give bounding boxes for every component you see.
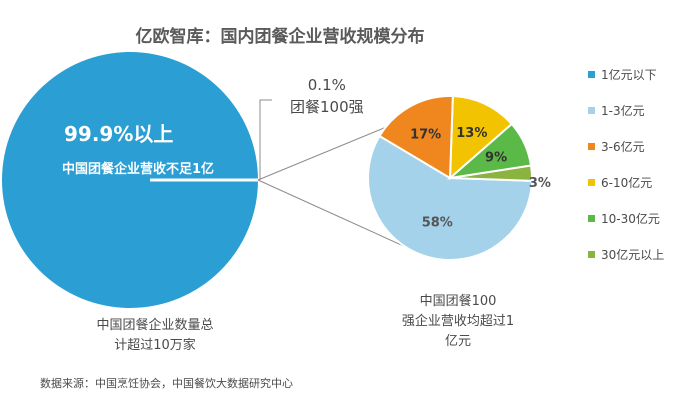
left-caption-line1: 中国团餐企业数量总 — [96, 318, 214, 333]
legend-item: 30亿元以上 — [588, 246, 664, 262]
legend-label: 10-30亿元 — [601, 211, 660, 226]
legend-swatch — [588, 178, 595, 186]
left-caption-line2: 计超过10万家 — [114, 338, 196, 353]
data-label-1-3亿元: 58% — [422, 215, 453, 230]
legend-item: 6-10亿元 — [588, 174, 664, 190]
right-caption-line1: 中国团餐100 — [419, 294, 497, 309]
data-label-6-10亿元: 13% — [456, 126, 487, 141]
data-label-3-6亿元: 17% — [410, 127, 441, 142]
legend-label: 3-6亿元 — [601, 139, 645, 154]
legend-label: 6-10亿元 — [601, 175, 653, 190]
legend-item: 10-30亿元 — [588, 210, 664, 226]
pie-slice-3-6亿元 — [378, 95, 454, 180]
big-pie-percent-label: 99.9%以上 — [64, 122, 174, 146]
top100-share-label: 团餐100强 — [290, 98, 364, 116]
chart-title: 亿欧智库：国内团餐企业营收规模分布 — [135, 27, 425, 47]
pie-slice-6-10亿元 — [448, 95, 514, 181]
right-caption-line3: 亿元 — [444, 334, 471, 349]
right-caption: 中国团餐100 强企业营收均超过1 亿元 — [383, 292, 533, 352]
legend-item: 1-3亿元 — [588, 102, 664, 118]
big-pie-description: 中国团餐企业营收不足1亿 — [62, 162, 215, 177]
data-source-note: 数据来源：中国烹饪协会，中国餐饮大数据研究中心 — [40, 377, 293, 390]
small-slice-bracket — [259, 99, 272, 180]
legend-swatch — [588, 106, 595, 114]
legend-item: 1亿元以下 — [588, 66, 664, 82]
legend-label: 1亿元以下 — [601, 67, 657, 82]
legend-item: 3-6亿元 — [588, 138, 664, 154]
right-caption-line2: 强企业营收均超过1 — [401, 314, 515, 329]
small-pie: 58% 3% 9% 13% 17% — [367, 95, 551, 261]
data-label-30亿元以上: 3% — [529, 176, 551, 191]
legend-swatch — [588, 214, 595, 222]
data-label-10-30亿元: 9% — [485, 151, 507, 166]
top100-share-percent: 0.1% — [307, 76, 346, 94]
legend-swatch — [588, 142, 595, 150]
legend-label: 30亿元以上 — [601, 247, 665, 262]
legend: 1亿元以下 1-3亿元 3-6亿元 6-10亿元 10-30亿元 30亿元以上 — [588, 66, 664, 282]
left-caption: 中国团餐企业数量总 计超过10万家 — [40, 316, 270, 356]
top100-share-annotation: 0.1% 团餐100强 — [290, 74, 364, 118]
legend-swatch — [588, 250, 595, 258]
legend-label: 1-3亿元 — [601, 103, 645, 118]
legend-swatch — [588, 70, 595, 78]
pie-slice-1-3亿元 — [367, 134, 533, 261]
big-pie-slice-under-100m — [2, 52, 258, 308]
